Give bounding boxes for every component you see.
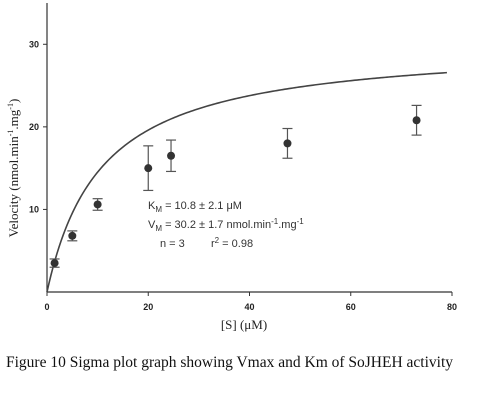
data-point bbox=[68, 231, 77, 240]
tick-group: 0 20 40 60 80 10 20 30 bbox=[29, 39, 457, 312]
x-tick-label: 40 bbox=[244, 302, 254, 312]
fit-curve bbox=[46, 71, 447, 293]
y-tick-label: 10 bbox=[29, 204, 39, 214]
y-tick-label: 30 bbox=[29, 39, 39, 49]
x-tick-label: 0 bbox=[44, 302, 49, 312]
data-point bbox=[144, 164, 153, 173]
x-axis-label: [S] (μM) bbox=[221, 317, 267, 332]
r2-annotation: r2 = 0.98 bbox=[211, 236, 253, 250]
data-point bbox=[412, 116, 421, 125]
data-point bbox=[167, 151, 176, 160]
km-annotation: KM = 10.8 ± 2.1 μM bbox=[148, 200, 242, 214]
data-point bbox=[50, 259, 59, 268]
y-tick-label: 20 bbox=[29, 122, 39, 132]
n-annotation: n = 3 bbox=[160, 238, 185, 250]
figure-caption: Figure 10 Sigma plot graph showing Vmax … bbox=[6, 354, 454, 371]
data-points-group bbox=[49, 104, 422, 268]
data-point bbox=[283, 139, 292, 148]
y-axis-label: Velocity (nmol.min-1.mg-1) bbox=[6, 99, 21, 238]
data-point bbox=[93, 200, 102, 209]
vm-annotation: VM = 30.2 ± 1.7 nmol.min-1.mg-1 bbox=[148, 217, 304, 233]
x-tick-label: 60 bbox=[346, 302, 356, 312]
x-tick-label: 80 bbox=[447, 302, 457, 312]
x-tick-label: 20 bbox=[143, 302, 153, 312]
